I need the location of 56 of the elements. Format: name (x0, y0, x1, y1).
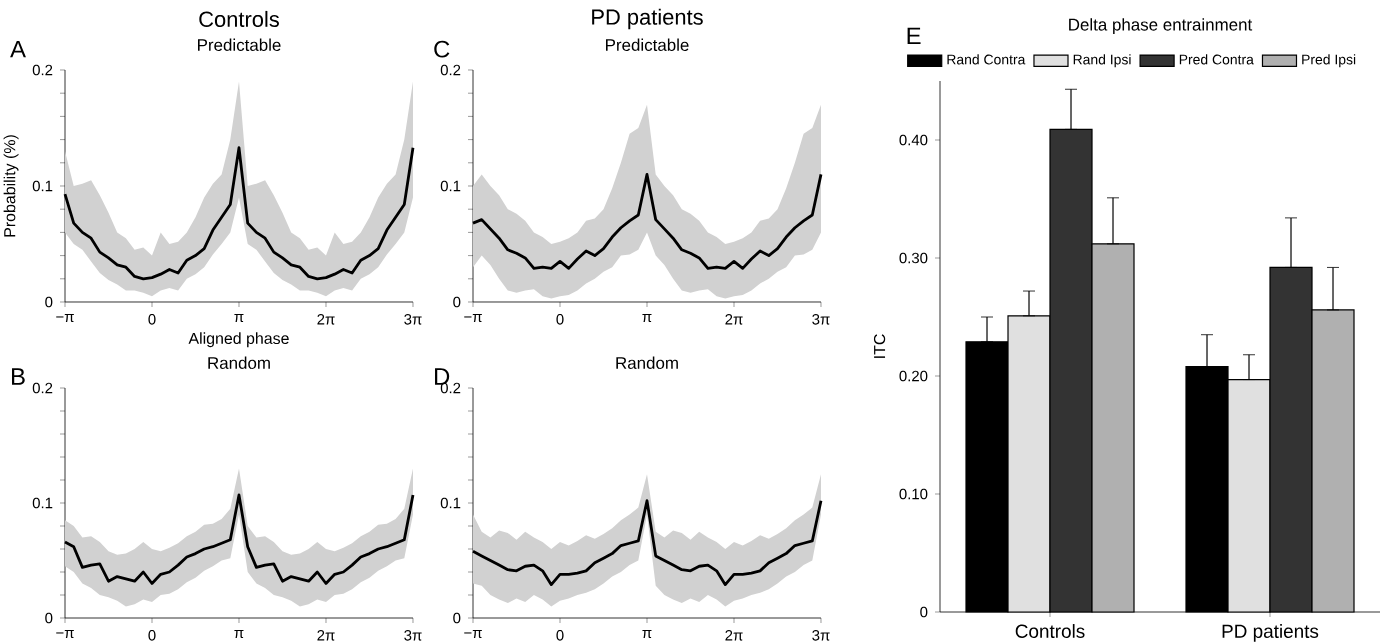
legend-label: Pred Contra (1179, 54, 1254, 65)
x-tick-label: 3π (812, 630, 830, 641)
x-tick-label: Controls (1015, 624, 1085, 638)
x-tick-label: 0 (148, 630, 156, 641)
x-tick-label: 3π (404, 314, 422, 325)
y-tick-label: 0 (45, 612, 53, 624)
x-tick-label: −π (56, 630, 74, 639)
x-tick-label: 0 (148, 314, 156, 325)
y-tick-label: 0.20 (899, 370, 928, 382)
y-tick-label: 0.1 (440, 497, 461, 509)
y-tick-label: 0.30 (899, 252, 928, 264)
y-tick-label: 0.40 (899, 134, 928, 146)
x-tick-label: −π (464, 630, 482, 639)
text: C (434, 40, 450, 58)
x-tick-label: 3π (404, 630, 422, 641)
y-tick-label: 0.1 (440, 180, 461, 192)
chart-title: Delta phase entrainment (1069, 18, 1253, 34)
x-tick-label: 2π (317, 314, 335, 325)
chart-title: Predictable (606, 38, 689, 51)
y-tick-label: 0 (453, 612, 461, 624)
x-tick-label: PD patients (1222, 624, 1319, 642)
y-axis-title: ITC (873, 334, 886, 358)
y-tick-label: 0 (45, 296, 53, 308)
chart-title: Predictable (198, 38, 281, 51)
x-tick-label: −π (464, 314, 482, 323)
y-tick-label: 0 (920, 606, 928, 618)
x-tick-label: 2π (725, 630, 743, 641)
text: PD patients (592, 8, 703, 30)
legend-label: Rand Contra (947, 54, 1026, 65)
x-tick-label: 0 (556, 314, 564, 325)
y-axis-title: Probability (%) (3, 135, 19, 237)
legend-label: Rand Ipsi (1073, 54, 1131, 68)
y-tick-label: 0.10 (899, 488, 928, 500)
x-tick-label: π (642, 630, 652, 639)
x-tick-label: 0 (556, 630, 564, 641)
x-tick-label: π (234, 630, 244, 639)
x-tick-label: 3π (812, 314, 830, 325)
x-tick-label: 2π (725, 314, 743, 325)
x-tick-label: −π (56, 314, 74, 323)
x-tick-label: 2π (317, 630, 335, 641)
x-tick-label: π (234, 314, 244, 323)
y-tick-label: 0.2 (32, 64, 53, 76)
y-tick-label: 0.1 (32, 497, 53, 509)
text: E (907, 27, 921, 45)
text: B (12, 368, 25, 385)
text: Controls (199, 10, 279, 28)
legend-label: Pred Ipsi (1302, 54, 1356, 68)
chart-title: Random (208, 356, 270, 369)
text: A (10, 40, 26, 58)
y-tick-label: 0.2 (32, 382, 53, 394)
y-tick-label: 0.2 (440, 64, 461, 76)
chart-title: Random (616, 356, 678, 369)
y-tick-label: 0 (453, 296, 461, 308)
x-axis-title: Aligned phase (188, 332, 289, 348)
x-tick-label: π (642, 314, 652, 323)
y-tick-label: 0.1 (32, 180, 53, 192)
